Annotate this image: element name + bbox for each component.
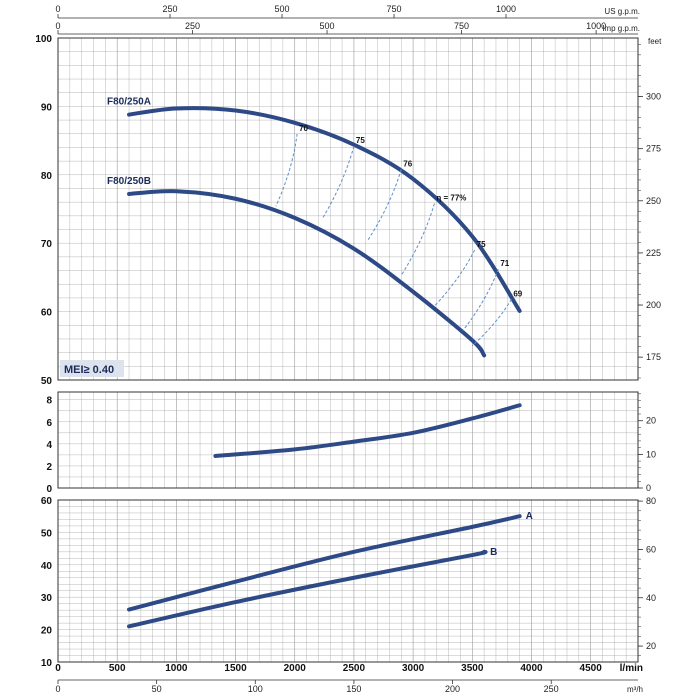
- right-axis-tick-label: 175: [646, 352, 661, 362]
- series-curve: [127, 549, 488, 629]
- us-gpm-tick-label: 750: [386, 4, 401, 14]
- curves: [127, 106, 522, 629]
- imp-gpm-tick-label: 0: [55, 21, 60, 31]
- y-tick-label: 10: [41, 658, 53, 669]
- y-tick-label: 90: [41, 102, 53, 113]
- y-tick-label: 30: [41, 593, 53, 604]
- us-gpm-unit: US g.p.m.: [604, 7, 640, 16]
- right-axis-tick-label: 80: [646, 496, 656, 506]
- right-axis-tick-label: 200: [646, 300, 661, 310]
- us-gpm-tick-label: 1000: [496, 4, 516, 14]
- series-curve: [127, 106, 522, 313]
- series-curve: [127, 514, 522, 612]
- efficiency-label: 76: [403, 159, 412, 168]
- m3h-tick-label: 50: [152, 684, 162, 694]
- y-tick-label: 60: [41, 308, 53, 319]
- y-tick-label: 20: [41, 626, 53, 637]
- panel-frame: [57, 37, 639, 381]
- y-tick-label: 100: [35, 34, 52, 45]
- efficiency-label: η = 77%: [436, 194, 466, 203]
- efficiency-line: [321, 145, 355, 220]
- imp-gpm-tick-label: 1000: [586, 21, 606, 31]
- right-axis-tick-label: 300: [646, 92, 661, 102]
- y-tick-label: 80: [41, 171, 53, 182]
- efficiency-label: 71: [500, 259, 509, 268]
- mei-badge: MEI≥ 0.40: [60, 360, 124, 377]
- y-tick-label: 50: [41, 528, 53, 539]
- panel-frames: [57, 14, 643, 684]
- series-label: F80/250B: [107, 176, 151, 187]
- imp-gpm-tick-label: 500: [320, 21, 335, 31]
- series-curve: [127, 189, 487, 358]
- right-axis-tick-label: 0: [646, 483, 651, 493]
- right-axis-tick-label: 10: [646, 449, 656, 459]
- y-tick-label: 4: [46, 440, 52, 451]
- series-curve: [213, 403, 522, 458]
- efficiency-label: 69: [513, 289, 522, 298]
- right-axis-tick-label: 60: [646, 544, 656, 554]
- l-min-tick-label: 3000: [402, 663, 425, 674]
- right-axis-tick-label: 275: [646, 144, 661, 154]
- efficiency-line: [367, 169, 402, 241]
- l-min-unit: l/min: [620, 663, 643, 674]
- l-min-tick-label: 1000: [165, 663, 188, 674]
- right-axis-tick-label: 20: [646, 416, 656, 426]
- l-min-tick-label: 3500: [461, 663, 484, 674]
- y-tick-label: 40: [41, 561, 53, 572]
- l-min-tick-label: 4500: [580, 663, 603, 674]
- efficiency-line: [434, 249, 476, 307]
- m3h-tick-label: 100: [248, 684, 263, 694]
- y-tick-label: 8: [46, 396, 52, 407]
- y-tick-label: 60: [41, 496, 53, 507]
- imp-gpm-tick-label: 750: [454, 21, 469, 31]
- y-tick-label: 50: [41, 376, 53, 387]
- right-axis-tick-label: 225: [646, 248, 661, 258]
- l-min-tick-label: 500: [109, 663, 126, 674]
- us-gpm-tick-label: 500: [274, 4, 289, 14]
- efficiency-line: [471, 299, 512, 347]
- efficiency-line: [462, 269, 499, 332]
- m3h-unit: m³/h: [627, 685, 643, 694]
- efficiency-line: [275, 133, 298, 207]
- grid: [57, 37, 639, 663]
- imp-gpm-tick-label: 250: [185, 21, 200, 31]
- efficiency-label: 70: [299, 124, 308, 133]
- y-tick-label: 70: [41, 239, 53, 250]
- m3h-tick-label: 250: [544, 684, 559, 694]
- y-tick-label: 6: [46, 418, 52, 429]
- us-gpm-tick-label: 250: [162, 4, 177, 14]
- l-min-tick-label: 1500: [224, 663, 247, 674]
- l-min-tick-label: 2000: [284, 663, 307, 674]
- panel-frame: [57, 499, 639, 663]
- efficiency-label: 75: [477, 240, 486, 249]
- efficiency-line: [400, 203, 435, 276]
- right-axis-tick-label: 250: [646, 196, 661, 206]
- m3h-tick-label: 0: [55, 684, 60, 694]
- series-label: B: [490, 547, 497, 558]
- feet-unit: feet: [648, 37, 662, 46]
- m3h-tick-label: 150: [346, 684, 361, 694]
- efficiency-label: 75: [356, 136, 365, 145]
- series-label: F80/250A: [107, 97, 151, 108]
- right-axis-tick-label: 40: [646, 593, 656, 603]
- l-min-tick-label: 4000: [520, 663, 543, 674]
- mei-badge-background: [60, 360, 124, 377]
- efficiency-lines: 70 75 76 η = 77% 75 71 69: [275, 124, 523, 347]
- l-min-tick-label: 0: [55, 663, 61, 674]
- us-gpm-tick-label: 0: [55, 4, 60, 14]
- panel-frame: [57, 391, 639, 489]
- series-label: A: [526, 511, 533, 522]
- imp-gpm-unit: Imp g.p.m.: [602, 24, 640, 33]
- mei-label: MEI≥ 0.40: [64, 364, 114, 376]
- right-axis-tick-label: 20: [646, 641, 656, 651]
- y-tick-label: 2: [46, 462, 52, 473]
- y-tick-label: 0: [46, 484, 52, 495]
- m3h-tick-label: 200: [445, 684, 460, 694]
- l-min-tick-label: 2500: [343, 663, 366, 674]
